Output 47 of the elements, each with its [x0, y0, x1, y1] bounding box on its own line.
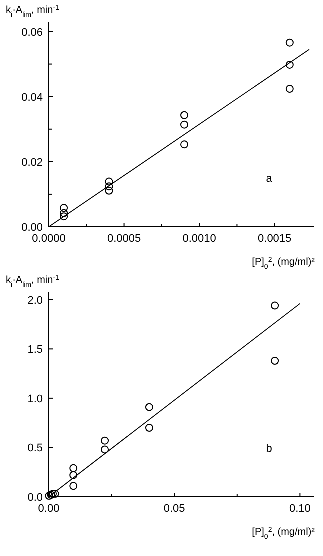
point — [180, 120, 189, 129]
point — [101, 446, 110, 454]
point — [70, 482, 78, 490]
y-tick-label: 1.5 — [28, 344, 43, 356]
point — [286, 85, 294, 94]
y-tick-label: 1.0 — [28, 393, 43, 406]
point — [180, 111, 189, 120]
y-tick-label: 0.5 — [28, 442, 43, 455]
y-tick-label: 0.00 — [22, 222, 43, 234]
y-tick-label: 0.0 — [28, 492, 43, 504]
point — [60, 204, 68, 212]
y-tick-label: 0.06 — [22, 26, 43, 39]
x-axis-title: [P]$_{0}$$^{2}$, (mg/ml)² — [252, 526, 316, 540]
point — [286, 38, 294, 47]
point — [51, 490, 60, 498]
annotation: a — [266, 172, 274, 185]
x-tick-label: 0.10 — [289, 503, 311, 515]
point — [180, 140, 189, 149]
y-tick-label: 0.04 — [22, 92, 43, 104]
x-tick-label: 0.00 — [38, 503, 60, 515]
point — [47, 491, 56, 500]
y-tick-label: 0.02 — [22, 156, 43, 169]
x-tick-label: 0.05 — [164, 503, 186, 515]
point — [60, 209, 68, 218]
point — [45, 492, 54, 500]
annotation: b — [266, 442, 272, 455]
y-tick-label: 2.0 — [28, 294, 43, 307]
x-tick-label: 0.0015 — [258, 233, 292, 245]
y-axis-title: k$_{i}$·A$_{lim}$, min$^{-1}$ — [6, 274, 60, 288]
point — [105, 182, 114, 191]
x-tick-label: 0.0005 — [107, 233, 142, 245]
point — [271, 302, 280, 310]
point — [70, 471, 78, 480]
point — [145, 403, 154, 412]
x-axis-title: [P]$_{0}$$^{2}$, (mg/ml)² — [252, 256, 316, 270]
point — [101, 436, 110, 445]
x-tick-label: 0.0000 — [32, 233, 66, 245]
point — [286, 60, 294, 69]
point — [49, 490, 58, 498]
point — [271, 356, 280, 365]
point — [105, 178, 114, 186]
point — [105, 186, 114, 195]
point — [145, 424, 154, 432]
point — [60, 212, 68, 221]
point — [70, 464, 78, 472]
y-axis-title: k$_{i}$·A$_{lim}$, min$^{-1}$ — [6, 4, 60, 18]
x-tick-label: 0.0010 — [182, 233, 216, 245]
